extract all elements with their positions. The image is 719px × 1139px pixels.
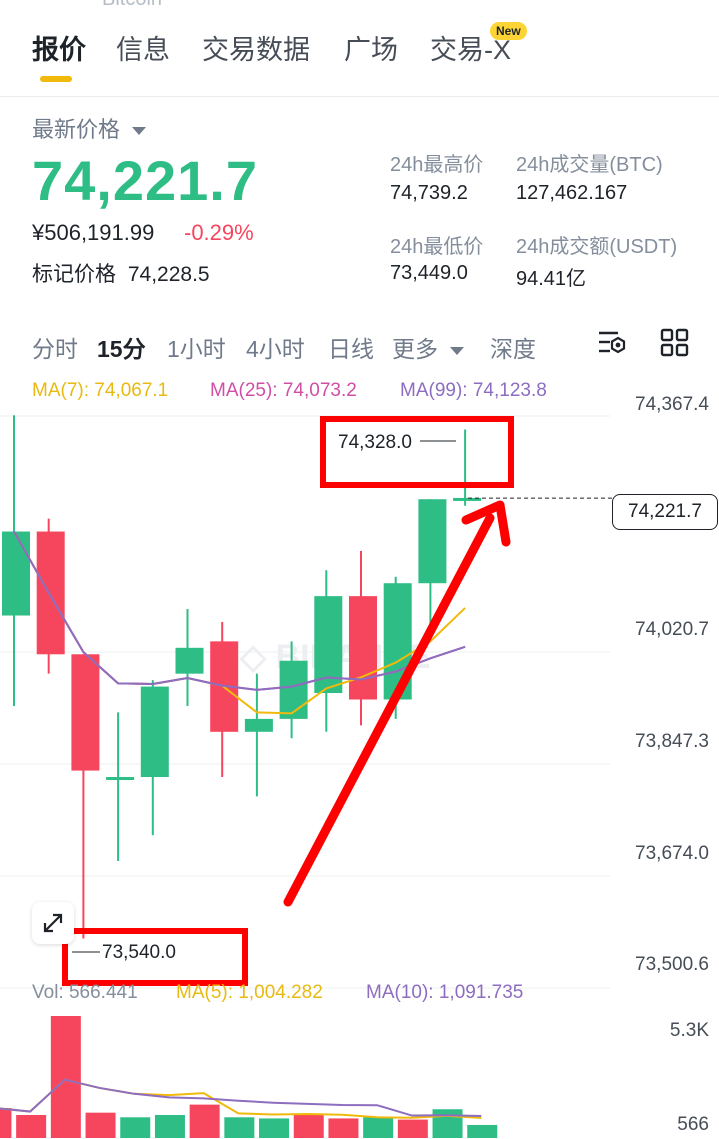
volume-ma10-line xyxy=(0,1078,482,1117)
tf-4h[interactable]: 4小时 xyxy=(246,336,305,362)
vol-usdt-value: 94.41亿 xyxy=(516,268,587,290)
candle-body xyxy=(349,596,377,700)
caret-down-icon xyxy=(132,127,147,136)
volume-bar xyxy=(0,1108,12,1138)
volume-bar xyxy=(363,1117,394,1138)
mark-price-value: 74,228.5 xyxy=(127,263,210,286)
candle-body xyxy=(140,686,169,778)
tab-trade-x[interactable]: 交易-X xyxy=(430,35,511,65)
volume-bar xyxy=(224,1117,255,1138)
candle-body xyxy=(418,499,447,584)
y-tick-label: 73,500.6 xyxy=(635,954,709,975)
volume-bar xyxy=(189,1104,220,1138)
mark-price: 标记价格 74,228.5 xyxy=(32,258,210,288)
latest-price-label[interactable]: 最新价格 xyxy=(32,112,147,144)
tf-more[interactable]: 更多 xyxy=(392,330,465,364)
tab-quote[interactable]: 报价 xyxy=(32,35,86,65)
ma25-legend: MA(25): 74,073.2 xyxy=(210,380,357,401)
layout-grid-icon[interactable] xyxy=(660,328,690,358)
y-tick-label: 73,847.3 xyxy=(635,731,709,752)
volume-bar xyxy=(85,1112,116,1138)
tf-15m[interactable]: 15分 xyxy=(97,336,146,362)
y-tick-label: 74,020.7 xyxy=(635,619,709,640)
ma99-line xyxy=(13,531,466,691)
vol-btc-label: 24h成交量(BTC) xyxy=(516,154,663,176)
vol-ma10-legend: MA(10): 1,091.735 xyxy=(366,982,524,1003)
tab-square[interactable]: 广场 xyxy=(344,35,398,65)
y-tick-label: 73,674.0 xyxy=(635,843,709,864)
mark-price-label: 标记价格 xyxy=(32,263,116,286)
volume-bar xyxy=(467,1124,498,1138)
high-marker-label: 74,328.0 xyxy=(338,432,412,454)
candle-body xyxy=(2,531,30,616)
volume-axis-top: 5.3K xyxy=(669,1020,709,1041)
ma7-legend: MA(7): 74,067.1 xyxy=(32,380,169,401)
volume-bar xyxy=(259,1118,290,1138)
tf-depth[interactable]: 深度 xyxy=(490,336,536,362)
volume-bar xyxy=(120,1117,151,1138)
volume-bar xyxy=(16,1114,47,1138)
candlestick-chart[interactable]: ◇ BINANCE xyxy=(0,370,719,1139)
latest-price-label-text: 最新价格 xyxy=(32,117,121,142)
tf-1h[interactable]: 1小时 xyxy=(167,336,226,362)
coin-subtitle: Bitcoin xyxy=(102,0,162,11)
tab-trading-data[interactable]: 交易数据 xyxy=(202,35,310,65)
low-24h-label: 24h最低价 xyxy=(390,236,484,258)
tf-more-label: 更多 xyxy=(392,336,438,362)
candle-body xyxy=(453,497,482,501)
y-tick-label: 74,367.4 xyxy=(635,394,709,415)
high-24h-value: 74,739.2 xyxy=(390,182,468,204)
header-divider xyxy=(0,96,719,97)
volume-bar xyxy=(50,1016,81,1138)
candle-body xyxy=(106,777,135,781)
candle-body xyxy=(36,531,65,655)
caret-down-icon xyxy=(450,346,465,355)
low-annotation-box xyxy=(62,928,248,986)
tab-info[interactable]: 信息 xyxy=(116,35,170,65)
volume-axis-bottom: 566 xyxy=(677,1114,709,1135)
tf-1d[interactable]: 日线 xyxy=(328,336,374,362)
current-price-tag: 74,221.7 xyxy=(612,494,718,530)
candle-body xyxy=(71,654,100,771)
volume-legend: Vol: 566.441 xyxy=(32,982,138,1003)
fullscreen-expand-button[interactable] xyxy=(32,902,74,944)
volume-bar xyxy=(328,1118,359,1138)
new-badge: New xyxy=(490,22,527,40)
ma99-legend: MA(99): 74,123.8 xyxy=(400,380,547,401)
volume-bar xyxy=(432,1109,463,1138)
volume-bar xyxy=(397,1119,428,1138)
vol-usdt-label: 24h成交额(USDT) xyxy=(516,236,678,258)
volume-bar xyxy=(293,1114,324,1138)
annotation-arrow-head xyxy=(461,500,511,547)
active-tab-indicator xyxy=(40,76,72,82)
high-24h-label: 24h最高价 xyxy=(390,154,484,176)
vol-ma5-legend: MA(5): 1,004.282 xyxy=(176,982,323,1003)
low-marker-label: 73,540.0 xyxy=(102,942,176,964)
indicator-settings-icon[interactable] xyxy=(596,328,628,358)
tf-line[interactable]: 分时 xyxy=(32,336,78,362)
last-price: 74,221.7 xyxy=(32,149,258,212)
vol-btc-value: 127,462.167 xyxy=(516,182,628,204)
candle-body xyxy=(244,718,273,732)
candle-body xyxy=(279,660,308,719)
annotation-arrow-shaft xyxy=(283,513,495,907)
price-change: -0.29% xyxy=(184,220,254,245)
high-annotation-box xyxy=(320,416,514,488)
low-24h-value: 73,449.0 xyxy=(390,262,468,284)
candle-body xyxy=(175,647,204,674)
volume-bar xyxy=(154,1114,185,1138)
cny-price: ¥506,191.99 xyxy=(32,220,155,245)
expand-icon xyxy=(43,913,63,933)
